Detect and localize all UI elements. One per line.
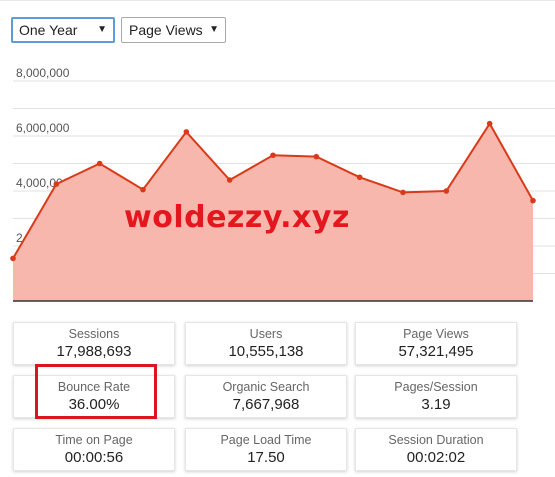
y-tick-label: 8,000,000 — [16, 66, 70, 80]
date-range-value: One Year — [19, 22, 78, 38]
stat-label: Pages/Session — [394, 380, 478, 394]
chart-data-point — [313, 153, 320, 160]
chart-data-point — [356, 174, 363, 181]
bounce-rate-highlight-box — [35, 364, 157, 419]
chart-data-point — [530, 197, 536, 204]
stat-value: 00:00:56 — [64, 449, 124, 466]
stat-card-organic-search: Organic Search 7,667,968 — [185, 375, 347, 418]
metric-value: Page Views — [129, 22, 203, 38]
chart-data-point — [486, 120, 493, 127]
stat-value: 57,321,495 — [398, 343, 474, 360]
stat-card-users: Users 10,555,138 — [185, 322, 347, 365]
chart-data-point — [96, 160, 103, 167]
stat-value: 7,667,968 — [232, 396, 300, 413]
chart-data-point — [400, 189, 406, 196]
chart-data-point — [270, 152, 276, 159]
stat-label: Session Duration — [388, 433, 484, 447]
stat-card-pages-session: Pages/Session 3.19 — [355, 375, 517, 418]
stat-card-session-duration: Session Duration 00:02:02 — [355, 428, 517, 471]
stat-label: Bounce Rate — [57, 380, 131, 394]
stat-label: Users — [249, 327, 283, 341]
stat-card-page-load-time: Page Load Time 17.50 — [185, 428, 347, 471]
stat-card-time-on-page: Time on Page 00:00:56 — [13, 428, 175, 471]
stat-value: 36.00% — [68, 396, 120, 413]
chart-data-point — [53, 181, 60, 187]
chart-data-point — [140, 186, 146, 193]
stat-label: Page Views — [403, 327, 469, 341]
chart-area-fill — [13, 123, 533, 301]
chart-data-point — [183, 129, 190, 135]
stat-value: 17,988,693 — [56, 343, 132, 360]
top-divider — [0, 0, 555, 1]
chart-data-point — [10, 255, 16, 262]
chevron-down-icon: ▼ — [209, 24, 219, 35]
stat-value: 17.50 — [247, 449, 285, 466]
chevron-down-icon: ▼ — [97, 24, 107, 35]
stat-card-sessions: Sessions 17,988,693 — [13, 322, 175, 365]
stat-value: 10,555,138 — [228, 343, 304, 360]
stat-label: Sessions — [68, 327, 120, 341]
stat-value: 00:02:02 — [406, 449, 466, 466]
stat-label: Organic Search — [222, 380, 310, 394]
stat-value: 3.19 — [421, 396, 451, 413]
date-range-select[interactable]: One Year ▼ — [11, 17, 115, 43]
stat-label: Page Load Time — [220, 433, 312, 447]
stat-card-page-views: Page Views 57,321,495 — [355, 322, 517, 365]
watermark-text: woldezzy.xyz — [124, 200, 350, 235]
stat-label: Time on Page — [55, 433, 133, 447]
metric-select[interactable]: Page Views ▼ — [121, 17, 226, 43]
chart-data-point — [443, 188, 450, 194]
y-tick-label: 6,000,000 — [16, 121, 70, 135]
chart-data-point — [226, 177, 233, 183]
